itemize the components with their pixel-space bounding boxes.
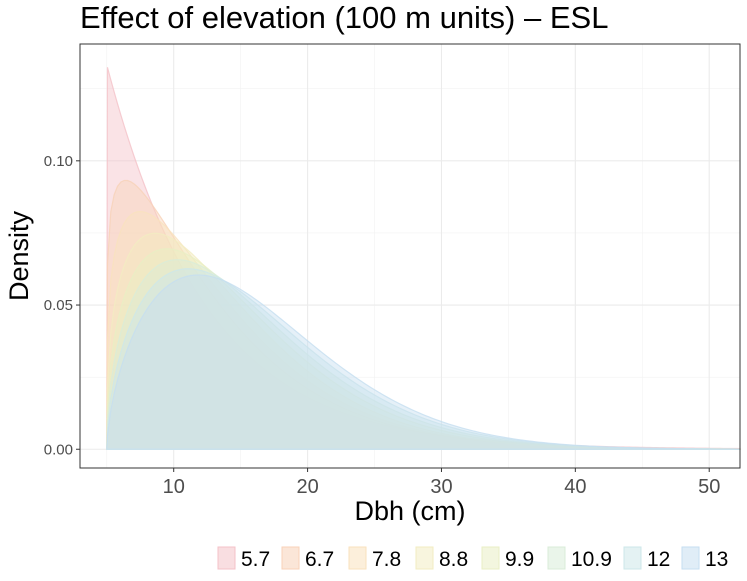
y-tick-label: 0.05 xyxy=(44,297,73,314)
plot-border xyxy=(79,43,741,469)
legend-item-6.7: 6.7 xyxy=(281,546,334,571)
y-axis-ticks: 0.00 0.05 0.10 xyxy=(44,153,80,458)
y-tick-label: 0.10 xyxy=(44,153,73,170)
legend-label: 5.7 xyxy=(241,548,270,571)
legend-swatch xyxy=(623,546,642,570)
legend: 5.7 6.7 7.8 8.8 9.9 10.9 12 13 xyxy=(217,546,728,571)
legend-swatch xyxy=(681,546,700,570)
legend-swatch xyxy=(481,546,500,570)
x-tick-label: 10 xyxy=(163,476,185,498)
legend-item-5.7: 5.7 xyxy=(217,546,270,571)
y-tick-label: 0.00 xyxy=(44,441,73,458)
legend-label: 9.9 xyxy=(505,548,534,571)
legend-swatch xyxy=(217,546,236,570)
x-tick-label: 20 xyxy=(296,476,318,498)
legend-label: 8.8 xyxy=(439,548,468,571)
density-area-13 xyxy=(106,274,741,450)
legend-item-8.8: 8.8 xyxy=(415,546,468,571)
x-tick-label: 30 xyxy=(430,476,452,498)
density-areas xyxy=(106,67,741,450)
legend-label: 12 xyxy=(647,548,670,571)
legend-item-12: 12 xyxy=(623,546,670,571)
legend-label: 10.9 xyxy=(571,548,612,571)
chart-title: Effect of elevation (100 m units) – ESL xyxy=(80,0,609,35)
legend-swatch xyxy=(547,546,566,570)
x-tick-label: 40 xyxy=(564,476,586,498)
legend-item-9.9: 9.9 xyxy=(481,546,534,571)
y-axis-title: Density xyxy=(4,210,34,301)
legend-item-10.9: 10.9 xyxy=(547,546,612,571)
x-tick-label: 50 xyxy=(698,476,720,498)
legend-label: 13 xyxy=(705,548,728,571)
x-axis-ticks: 10 20 30 40 50 xyxy=(163,468,720,498)
legend-item-7.8: 7.8 xyxy=(348,546,401,571)
legend-label: 7.8 xyxy=(372,548,401,571)
x-axis-title: Dbh (cm) xyxy=(354,496,465,526)
legend-item-13: 13 xyxy=(681,546,728,571)
legend-swatch xyxy=(281,546,300,570)
legend-swatch xyxy=(348,546,367,570)
legend-swatch xyxy=(415,546,434,570)
legend-label: 6.7 xyxy=(305,548,334,571)
